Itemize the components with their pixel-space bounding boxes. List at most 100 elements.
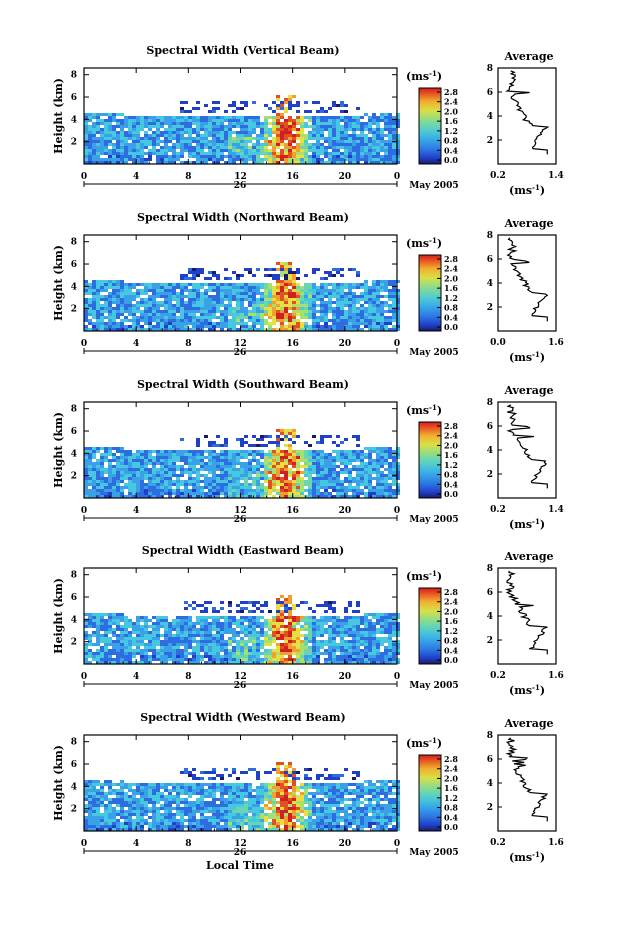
- heatmap-cell: [192, 149, 196, 152]
- heatmap-cell: [144, 462, 148, 465]
- heatmap-cell: [160, 652, 164, 655]
- heatmap-cell: [324, 155, 328, 158]
- heatmap-cell: [200, 310, 204, 313]
- heatmap-cell: [216, 301, 220, 304]
- heatmap-cell: [132, 477, 136, 480]
- heatmap-cell: [320, 131, 324, 134]
- heatmap-cell: [144, 307, 148, 310]
- heatmap-cell: [356, 271, 360, 274]
- heatmap-cell: [132, 304, 136, 307]
- heatmap-cell: [264, 619, 268, 622]
- heatmap-cell: [264, 322, 268, 325]
- heatmap-cell: [312, 322, 316, 325]
- heatmap-cell: [324, 640, 328, 643]
- heatmap-cell: [268, 661, 272, 664]
- heatmap-cell: [184, 649, 188, 652]
- heatmap-cell: [380, 131, 384, 134]
- heatmap-cell: [268, 462, 272, 465]
- heatmap-cell: [384, 462, 388, 465]
- heatmap-cell: [276, 116, 280, 119]
- heatmap-cell: [100, 619, 104, 622]
- heatmap-cell: [296, 116, 300, 119]
- heatmap-cell: [176, 619, 180, 622]
- heatmap-cell: [384, 128, 388, 131]
- heatmap-cell: [96, 161, 100, 164]
- heatmap-cell: [328, 456, 332, 459]
- heatmap-cell: [176, 637, 180, 640]
- heatmap-cell: [112, 125, 116, 128]
- heatmap-cell: [212, 286, 216, 289]
- heatmap-cell: [324, 616, 328, 619]
- colorbar-unit: (ms-1): [406, 69, 442, 83]
- heatmap-cell: [240, 486, 244, 489]
- heatmap-cell: [372, 495, 376, 498]
- heatmap-cell: [388, 280, 392, 283]
- heatmap-cell: [152, 143, 156, 146]
- heatmap-cell: [296, 322, 300, 325]
- heatmap-cell: [292, 146, 296, 149]
- heatmap-cell: [172, 155, 176, 158]
- heatmap-cell: [296, 134, 300, 137]
- heatmap-cell: [228, 119, 232, 122]
- heatmap-cell: [324, 459, 328, 462]
- heatmap-cell: [188, 474, 192, 477]
- heatmap-cell: [180, 625, 184, 628]
- heatmap-cell: [212, 155, 216, 158]
- heatmap-cell: [212, 610, 216, 613]
- heatmap-cell: [388, 322, 392, 325]
- heatmap-cell: [172, 465, 176, 468]
- heatmap-cell: [176, 489, 180, 492]
- heatmap-cell: [196, 492, 200, 495]
- heatmap-cell: [164, 483, 168, 486]
- heatmap-cell: [280, 429, 284, 432]
- heatmap-cell: [276, 489, 280, 492]
- heatmap-cell: [88, 640, 92, 643]
- heatmap-cell: [128, 137, 132, 140]
- heatmap-cell: [388, 483, 392, 486]
- heatmap-cell: [292, 652, 296, 655]
- heatmap-cell: [212, 622, 216, 625]
- heatmap-cell: [244, 292, 248, 295]
- heatmap-cell: [132, 322, 136, 325]
- heatmap-cell: [328, 134, 332, 137]
- heatmap-cell: [248, 131, 252, 134]
- heatmap-cell: [256, 152, 260, 155]
- heatmap-cell: [152, 310, 156, 313]
- heatmap-cell: [320, 474, 324, 477]
- heatmap-cell: [124, 625, 128, 628]
- heatmap-cell: [244, 149, 248, 152]
- heatmap-cell: [188, 625, 192, 628]
- heatmap-cell: [92, 116, 96, 119]
- heatmap-cell: [212, 477, 216, 480]
- heatmap-cell: [104, 304, 108, 307]
- heatmap-cell: [360, 143, 364, 146]
- heatmap-cell: [288, 161, 292, 164]
- heatmap-cell: [380, 155, 384, 158]
- heatmap-cell: [188, 310, 192, 313]
- heatmap-cell: [292, 140, 296, 143]
- heatmap-cell: [284, 271, 288, 274]
- heatmap-cell: [148, 658, 152, 661]
- heatmap-cell: [208, 149, 212, 152]
- heatmap-cell: [200, 649, 204, 652]
- heatmap-cell: [264, 489, 268, 492]
- heatmap-cell: [332, 652, 336, 655]
- heatmap-cell: [208, 125, 212, 128]
- y-tick-label: 8: [71, 71, 77, 81]
- heatmap-cell: [100, 319, 104, 322]
- heatmap-cell: [344, 319, 348, 322]
- heatmap-cell: [220, 444, 224, 447]
- heatmap-cell: [288, 152, 292, 155]
- heatmap-cell: [340, 146, 344, 149]
- heatmap-cell: [300, 456, 304, 459]
- heatmap-cell: [152, 134, 156, 137]
- heatmap-cell: [328, 131, 332, 134]
- heatmap-cell: [364, 495, 368, 498]
- heatmap-cell: [132, 140, 136, 143]
- heatmap-cell: [340, 489, 344, 492]
- heatmap-cell: [116, 131, 120, 134]
- heatmap-cell: [140, 477, 144, 480]
- heatmap-cell: [312, 649, 316, 652]
- x-tick-label: 8: [185, 506, 191, 516]
- heatmap-cell: [260, 652, 264, 655]
